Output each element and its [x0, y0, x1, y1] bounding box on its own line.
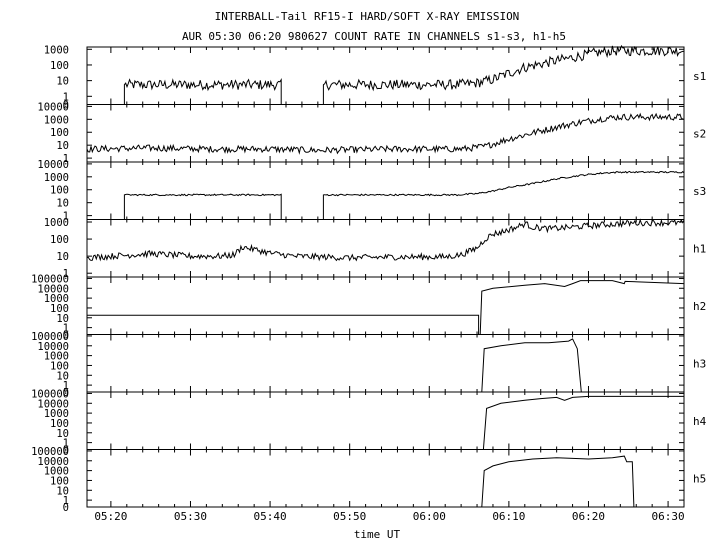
series-line-h3-0	[481, 338, 582, 393]
x-axis-label: time UT	[354, 528, 401, 541]
y-tick-label: 100000	[31, 273, 69, 285]
y-tick-label: 10	[56, 251, 69, 263]
figure-subtitle: AUR 05:30 06:20 980627 COUNT RATE IN CHA…	[182, 30, 566, 43]
panel-label: h3	[693, 357, 706, 370]
y-tick-label: 1000	[44, 408, 69, 420]
x-tick-label: 05:50	[333, 510, 366, 523]
y-tick-label: 0	[63, 330, 69, 342]
panels-group: 10001001010s1100001000100101s21000010001…	[31, 44, 707, 514]
x-tick-label: 05:40	[254, 510, 287, 523]
panel-label: h1	[693, 242, 706, 255]
panel-label: s1	[693, 70, 706, 83]
y-tick-label: 100	[50, 234, 69, 246]
y-tick-label: 10	[56, 198, 69, 210]
panel-label: h2	[693, 300, 706, 313]
series-line-s3-1	[322, 170, 685, 220]
y-tick-label: 10	[56, 370, 69, 382]
y-tick-label: 0	[63, 387, 69, 399]
y-tick-label: 100	[50, 303, 69, 315]
y-tick-label: 10	[56, 313, 69, 325]
panel-label: s2	[693, 127, 706, 140]
y-tick-label: 10000	[37, 159, 69, 171]
y-tick-label: 1000	[44, 217, 69, 229]
y-tick-label: 1000	[44, 44, 69, 56]
panel-frame	[86, 161, 685, 220]
y-tick-label: 100000	[31, 446, 69, 458]
panel-frame	[86, 104, 685, 163]
y-tick-label: 10000	[37, 341, 69, 353]
y-tick-label: 10000	[37, 398, 69, 410]
y-tick-label: 0	[63, 445, 69, 457]
y-tick-label: 100	[50, 185, 69, 197]
y-tick-label: 10	[56, 428, 69, 440]
x-tick-label: 05:20	[94, 510, 127, 523]
y-tick-label: 1	[63, 495, 69, 507]
series-line-h1-0	[86, 218, 685, 262]
panel-label: s3	[693, 185, 706, 198]
y-tick-label: 10	[56, 140, 69, 152]
panel-label: h5	[693, 472, 706, 485]
y-tick-label: 10000	[37, 283, 69, 295]
series-line-s1-1	[322, 44, 684, 105]
series-line-s2-0	[86, 112, 685, 155]
panel-h1: 1000 100 10 1 h1	[44, 217, 707, 280]
y-tick-label: 100	[50, 127, 69, 139]
y-tick-label: 10000	[37, 456, 69, 468]
x-tick-label: 06:20	[572, 510, 605, 523]
x-tick-label: 05:30	[174, 510, 207, 523]
series-line-h2-0	[87, 314, 480, 335]
panel-frame	[86, 391, 685, 450]
panel-frame	[86, 276, 685, 335]
series-line-s3-0	[123, 193, 282, 220]
panel-s1: 1000 100 10 10 s1	[44, 44, 707, 111]
y-tick-label: 100	[50, 60, 69, 72]
x-axis: 05:20 05:30 05:40 05:50 06:00 06:10 06:20 06:30	[94, 510, 684, 523]
y-tick-label: 1000	[44, 293, 69, 305]
figure-title: INTERBALL-Tail RF15-I HARD/SOFT X-RAY EM…	[215, 10, 520, 23]
y-tick-label: 1000	[44, 466, 69, 478]
y-tick-label: 1	[63, 91, 69, 103]
panel-label: h4	[693, 415, 707, 428]
panel-frame	[86, 46, 685, 105]
x-tick-label: 06:10	[492, 510, 525, 523]
y-tick-label: 100	[50, 475, 69, 487]
y-tick-label: 100000	[31, 331, 69, 343]
y-tick-label: 10	[56, 485, 69, 497]
x-tick-label: 06:30	[652, 510, 685, 523]
y-tick-label: 1	[63, 438, 69, 450]
panel-frame	[86, 334, 685, 393]
y-tick-label: 100000	[31, 388, 69, 400]
y-tick-label: 1	[63, 153, 69, 165]
y-tick-label: 100	[50, 360, 69, 372]
panel-frame	[86, 449, 685, 508]
panel-frame	[86, 219, 685, 278]
y-tick-label: 1	[63, 268, 69, 280]
y-tick-label: 0	[63, 502, 69, 514]
y-tick-label: 1000	[44, 172, 69, 184]
y-tick-label: 1000	[44, 351, 69, 363]
y-tick-label: 1000	[44, 114, 69, 126]
series-line-h4-0	[482, 395, 684, 450]
series-line-h5-0	[481, 455, 635, 508]
series-line-h2-1	[479, 280, 685, 335]
x-tick-label: 06:00	[413, 510, 446, 523]
y-tick-label: 1	[63, 380, 69, 392]
y-tick-label: 10	[56, 76, 69, 88]
y-tick-label: 0	[63, 100, 69, 112]
y-tick-label: 10000	[37, 101, 69, 113]
y-tick-label: 1	[63, 211, 69, 223]
y-tick-label: 100	[50, 418, 69, 430]
y-tick-label: 1	[63, 323, 69, 335]
series-line-s1-0	[123, 77, 282, 105]
